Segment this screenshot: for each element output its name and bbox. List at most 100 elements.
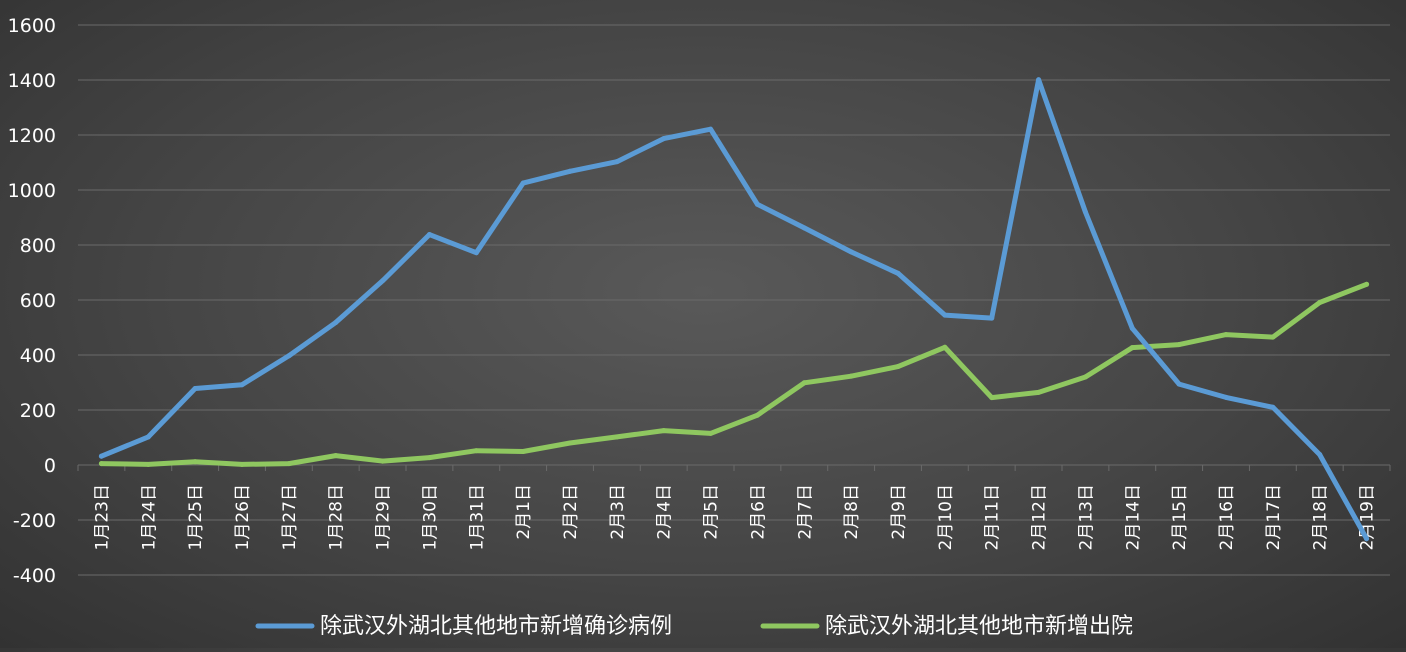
y-tick-label: 1200 bbox=[8, 125, 56, 147]
series-2 bbox=[98, 281, 1370, 467]
data-point bbox=[848, 249, 854, 255]
data-point bbox=[895, 364, 901, 370]
data-point bbox=[98, 453, 104, 459]
data-point bbox=[661, 136, 667, 142]
series-1 bbox=[98, 77, 1370, 542]
data-point bbox=[754, 201, 760, 207]
x-tick-label: 1月27日 bbox=[280, 484, 300, 550]
data-point bbox=[473, 250, 479, 256]
data-point bbox=[661, 428, 667, 434]
x-tick-label: 2月4日 bbox=[655, 484, 675, 540]
data-point bbox=[333, 320, 339, 326]
y-tick-label: 0 bbox=[44, 455, 56, 477]
data-point bbox=[286, 353, 292, 359]
x-tick-label: 1月26日 bbox=[233, 484, 253, 550]
series-line bbox=[98, 281, 1370, 467]
y-tick-label: 600 bbox=[20, 290, 56, 312]
x-tick-label: 2月8日 bbox=[842, 484, 862, 540]
series-lines bbox=[98, 77, 1370, 542]
data-point bbox=[567, 440, 573, 446]
x-tick-label: 2月15日 bbox=[1170, 484, 1190, 550]
data-point bbox=[1270, 334, 1276, 340]
x-tick-label: 2月2日 bbox=[561, 484, 581, 540]
x-tick-label: 2月17日 bbox=[1264, 484, 1284, 550]
data-point bbox=[239, 382, 245, 388]
data-point bbox=[239, 461, 245, 467]
x-tick-label: 1月30日 bbox=[420, 484, 440, 550]
data-point bbox=[426, 455, 432, 461]
series-line bbox=[98, 77, 1370, 542]
legend-label: 除武汉外湖北其他地市新增确诊病例 bbox=[320, 614, 672, 639]
x-tick-label: 2月18日 bbox=[1311, 484, 1331, 550]
x-tick-label: 1月29日 bbox=[374, 484, 394, 550]
x-tick-label: 2月5日 bbox=[702, 484, 722, 540]
data-point bbox=[1223, 332, 1229, 338]
data-point bbox=[1176, 342, 1182, 348]
data-point bbox=[426, 232, 432, 238]
x-tick-label: 1月28日 bbox=[327, 484, 347, 550]
x-axis-ticks: 1月23日 1月24日 1月25日 1月26日 1月27日 1月28日 1月29日 1月30日… bbox=[77, 465, 1391, 550]
y-tick-label: 1600 bbox=[8, 15, 56, 37]
data-point bbox=[1270, 404, 1276, 410]
y-axis-ticks: 1600 1400 1200 1000 800 600 400 200 0 -200 -400 bbox=[8, 15, 56, 587]
y-tick-label: 800 bbox=[20, 235, 56, 257]
data-point bbox=[192, 386, 198, 392]
data-point bbox=[848, 373, 854, 379]
legend-item-2: 除武汉外湖北其他地市新增出院 bbox=[760, 614, 1133, 639]
data-point bbox=[1364, 536, 1370, 542]
data-point bbox=[520, 180, 526, 186]
data-point bbox=[614, 434, 620, 440]
x-tick-label: 2月1日 bbox=[514, 484, 534, 540]
grid-lines bbox=[78, 24, 1390, 576]
y-tick-label: 400 bbox=[20, 345, 56, 367]
data-point bbox=[145, 461, 151, 467]
x-tick-label: 2月3日 bbox=[608, 484, 628, 540]
x-tick-label: 2月16日 bbox=[1217, 484, 1237, 550]
x-tick-label: 2月9日 bbox=[889, 484, 909, 540]
data-point bbox=[1082, 209, 1088, 215]
data-point bbox=[801, 225, 807, 231]
data-point bbox=[989, 395, 995, 401]
data-point bbox=[942, 312, 948, 318]
data-point bbox=[1176, 381, 1182, 387]
data-point bbox=[1129, 345, 1135, 351]
x-tick-label: 1月23日 bbox=[92, 484, 112, 550]
data-point bbox=[192, 459, 198, 465]
legend: 除武汉外湖北其他地市新增确诊病例 除武汉外湖北其他地市新增出院 bbox=[255, 614, 1133, 639]
x-tick-label: 2月11日 bbox=[983, 484, 1003, 550]
data-point bbox=[286, 461, 292, 467]
legend-item-1: 除武汉外湖北其他地市新增确诊病例 bbox=[255, 614, 672, 639]
data-point bbox=[801, 380, 807, 386]
x-tick-label: 1月31日 bbox=[467, 484, 487, 550]
data-point bbox=[1223, 394, 1229, 400]
data-point bbox=[1317, 452, 1323, 458]
x-tick-label: 2月13日 bbox=[1076, 484, 1096, 550]
x-tick-label: 2月14日 bbox=[1123, 484, 1143, 550]
data-point bbox=[333, 453, 339, 459]
x-tick-label: 1月24日 bbox=[139, 484, 159, 550]
data-point bbox=[895, 270, 901, 276]
data-point bbox=[1317, 299, 1323, 305]
data-point bbox=[98, 461, 104, 467]
y-tick-label: -200 bbox=[13, 510, 56, 532]
data-point bbox=[614, 159, 620, 165]
legend-label: 除武汉外湖北其他地市新增出院 bbox=[825, 614, 1133, 639]
data-point bbox=[708, 126, 714, 132]
data-point bbox=[1036, 77, 1042, 83]
data-point bbox=[473, 448, 479, 454]
x-tick-label: 2月10日 bbox=[936, 484, 956, 550]
data-point bbox=[145, 434, 151, 440]
data-point bbox=[754, 412, 760, 418]
y-tick-label: -400 bbox=[13, 565, 56, 587]
data-point bbox=[567, 168, 573, 174]
y-tick-label: 1400 bbox=[8, 70, 56, 92]
data-point bbox=[1129, 325, 1135, 331]
data-point bbox=[708, 430, 714, 436]
data-point bbox=[380, 278, 386, 284]
x-tick-label: 2月7日 bbox=[795, 484, 815, 540]
data-point bbox=[989, 315, 995, 321]
x-tick-label: 2月6日 bbox=[748, 484, 768, 540]
y-tick-label: 1000 bbox=[8, 180, 56, 202]
